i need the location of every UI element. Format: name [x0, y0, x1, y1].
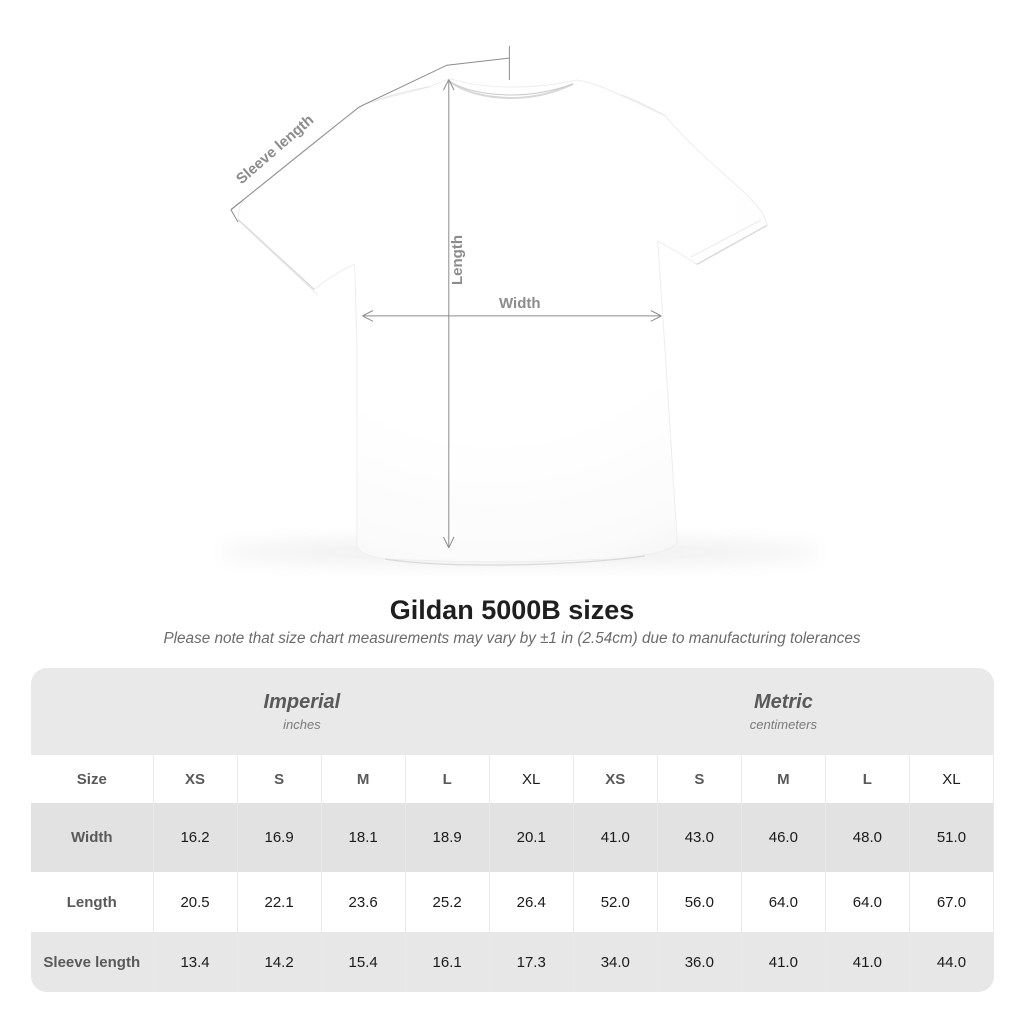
svg-text:Width: Width — [499, 295, 541, 312]
svg-text:Length: Length — [449, 235, 466, 285]
